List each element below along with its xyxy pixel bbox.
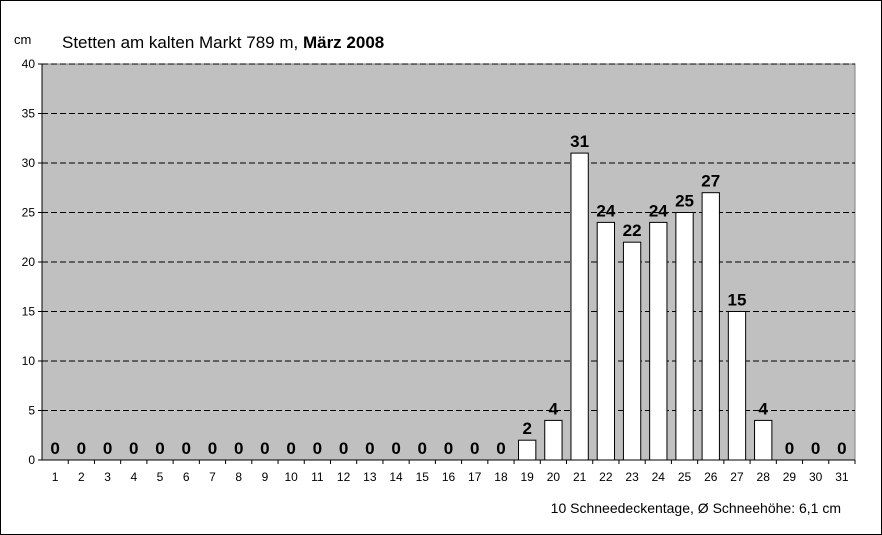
x-tick-label: 11: [311, 470, 324, 484]
y-tick-label: 30: [22, 156, 36, 170]
y-tick-label: 5: [28, 404, 35, 418]
bar: [518, 439, 537, 461]
x-tick-label: 29: [783, 470, 797, 484]
x-tick-label: 31: [835, 470, 849, 484]
x-tick-label: 23: [625, 470, 639, 484]
y-tick-label: 35: [22, 107, 36, 121]
x-tick-label: 17: [468, 470, 482, 484]
y-tick-label: 20: [22, 255, 36, 269]
data-label: 0: [837, 439, 846, 458]
bar: [596, 221, 616, 461]
y-tick-label: 10: [22, 354, 36, 368]
x-tick-label: 20: [547, 470, 561, 484]
bar: [622, 241, 642, 461]
chart-footer-summary: 10 Schneedeckentage, Ø Schneehöhe: 6,1 c…: [551, 500, 841, 516]
chart-title: Stetten am kalten Markt 789 m, März 2008: [62, 33, 384, 52]
bar: [727, 311, 747, 461]
x-tick-label: 5: [157, 470, 164, 484]
x-tick-label: 27: [730, 470, 744, 484]
x-tick-label: 18: [494, 470, 508, 484]
x-tick-label: 13: [363, 470, 377, 484]
data-label: 31: [570, 132, 589, 151]
data-label: 0: [496, 439, 505, 458]
chart-title-month: März 2008: [303, 33, 384, 52]
data-label: 0: [50, 439, 59, 458]
data-label: 25: [675, 192, 694, 211]
data-label: 24: [649, 201, 668, 220]
x-tick-label: 19: [520, 470, 534, 484]
y-tick-label: 25: [22, 206, 36, 220]
data-label: 0: [444, 439, 453, 458]
data-label: 0: [785, 439, 794, 458]
data-label: 0: [470, 439, 479, 458]
data-label: 0: [391, 439, 400, 458]
data-label: 0: [77, 439, 86, 458]
x-tick-label: 21: [573, 470, 587, 484]
x-tick-label: 1: [52, 470, 59, 484]
x-tick-label: 28: [757, 470, 771, 484]
bar: [649, 221, 668, 461]
x-tick-label: 7: [209, 470, 216, 484]
y-tick-label: 15: [22, 305, 36, 319]
data-label: 0: [365, 439, 374, 458]
y-tick-label: 40: [22, 57, 36, 71]
x-tick-label: 30: [809, 470, 823, 484]
x-tick-label: 26: [704, 470, 718, 484]
x-tick-label: 10: [284, 470, 298, 484]
data-label: 0: [418, 439, 427, 458]
bar: [544, 419, 563, 461]
data-label: 4: [549, 399, 559, 418]
x-axis-ticks: 1 2 3 4 5 6 7 8 9 10 11 12 13 14 15 16 17 18 19 20 21 22 23 24 2…: [52, 460, 856, 484]
x-tick-label: 15: [416, 470, 430, 484]
x-tick-label: 12: [337, 470, 351, 484]
data-label: 27: [701, 172, 720, 191]
chart-title-location: Stetten am kalten Markt 789 m,: [62, 33, 303, 52]
data-label: 0: [811, 439, 820, 458]
data-label: 0: [286, 439, 295, 458]
data-label: 0: [313, 439, 322, 458]
x-tick-label: 16: [442, 470, 456, 484]
data-label: 24: [596, 201, 615, 220]
x-tick-label: 3: [104, 470, 111, 484]
data-label: 22: [623, 221, 642, 240]
x-tick-label: 24: [652, 470, 666, 484]
bars: [518, 152, 773, 461]
data-label: 0: [234, 439, 243, 458]
data-label: 0: [339, 439, 348, 458]
data-label: 0: [103, 439, 112, 458]
data-label: 0: [129, 439, 138, 458]
data-label: 0: [208, 439, 217, 458]
data-label: 15: [728, 291, 747, 310]
x-tick-label: 8: [235, 470, 242, 484]
data-label: 4: [758, 399, 768, 418]
data-label: 0: [260, 439, 269, 458]
x-tick-label: 2: [78, 470, 85, 484]
bar: [701, 192, 720, 461]
y-tick-label: 0: [28, 453, 35, 467]
x-tick-label: 14: [389, 470, 403, 484]
bar: [570, 152, 589, 461]
data-label: 0: [155, 439, 164, 458]
y-axis-unit-label: cm: [14, 32, 31, 47]
data-label: 2: [522, 419, 531, 438]
x-tick-label: 4: [130, 470, 137, 484]
x-tick-label: 6: [183, 470, 190, 484]
x-tick-label: 9: [262, 470, 269, 484]
x-tick-label: 25: [678, 470, 692, 484]
bar: [675, 212, 694, 461]
data-label: 0: [182, 439, 191, 458]
bar: [754, 419, 773, 461]
x-tick-label: 22: [599, 470, 613, 484]
